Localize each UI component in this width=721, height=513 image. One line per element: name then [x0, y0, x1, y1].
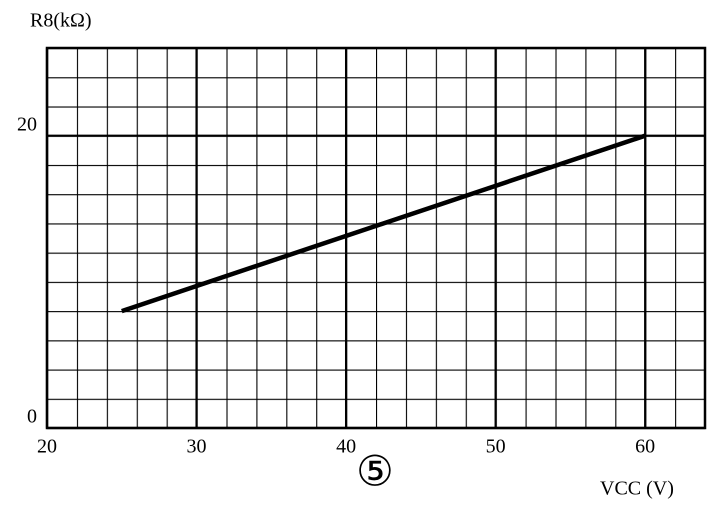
- chart-title: R8(kΩ): [30, 10, 92, 32]
- y-tick-label: 20: [17, 113, 37, 135]
- x-tick-label: 20: [37, 436, 57, 458]
- x-axis-label: VCC (V): [600, 478, 674, 500]
- x-tick-label: 40: [336, 436, 356, 458]
- annotation: ⑤: [356, 450, 394, 496]
- x-tick-label: 50: [486, 436, 506, 458]
- x-tick-label: 30: [187, 436, 207, 458]
- x-tick-label: 60: [635, 436, 655, 458]
- grid: [45, 46, 707, 430]
- y-tick-label: 0: [27, 406, 37, 428]
- data-line: [121, 133, 646, 314]
